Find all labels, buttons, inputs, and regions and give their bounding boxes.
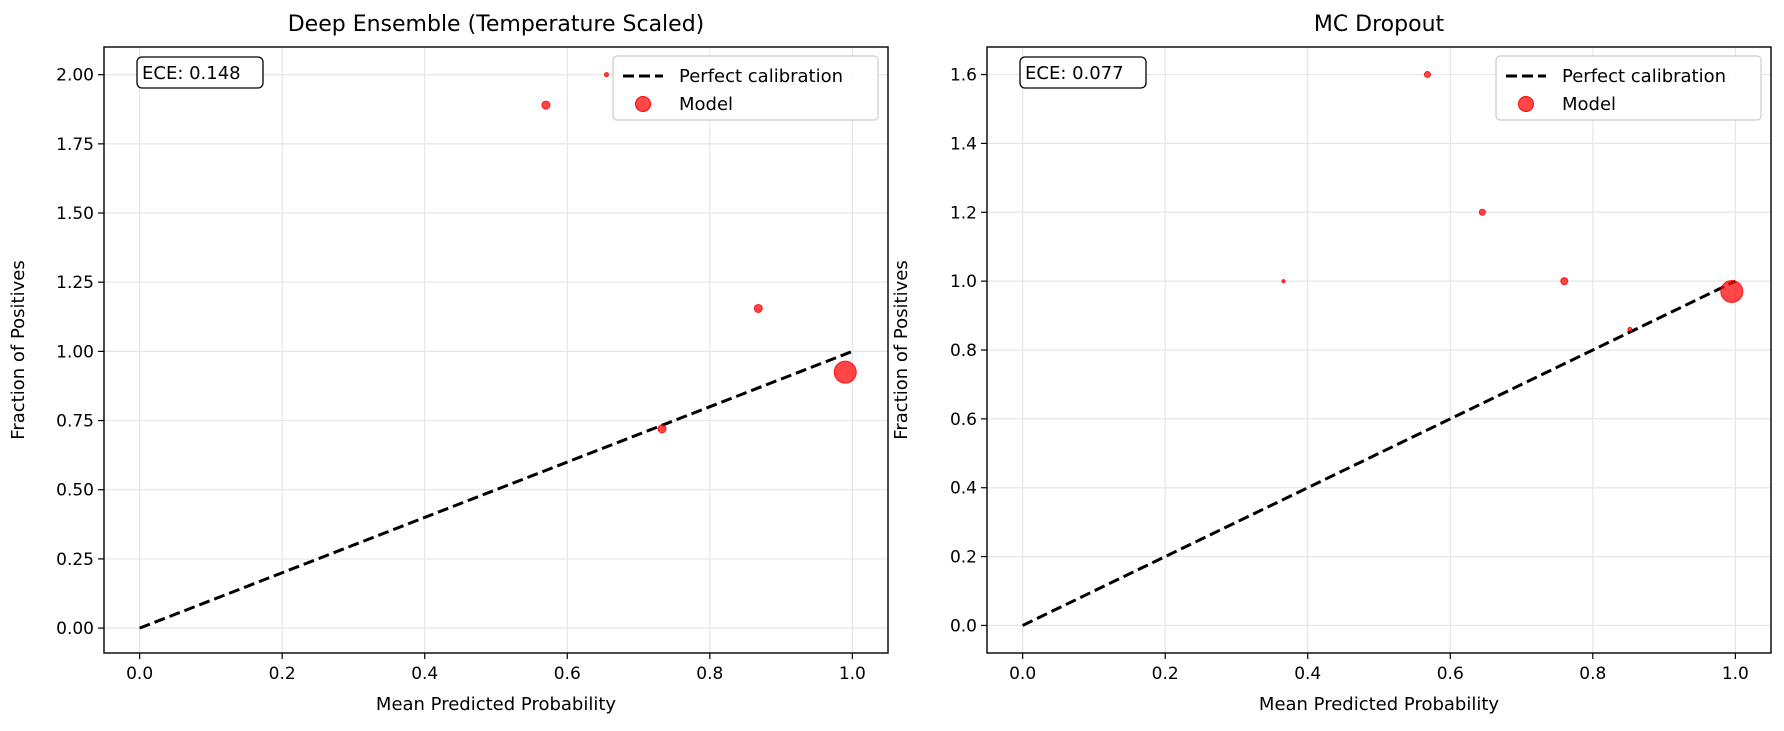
y-axis-label: Fraction of Positives [8,260,29,439]
ece-box [1019,56,1147,89]
x-tick-label: 0.8 [1579,664,1606,684]
legend-label: Perfect calibration [679,66,843,87]
y-tick-label: 1.2 [950,203,977,223]
x-tick-label: 0.4 [411,664,438,684]
model-point [833,360,857,384]
axes-frame [986,46,1772,654]
x-axis-label: Mean Predicted Probability [376,694,616,715]
ece-box [136,56,264,89]
chart-title: Deep Ensemble (Temperature Scaled) [288,12,705,37]
y-tick-label: 0.2 [950,548,977,568]
model-point [657,424,667,434]
y-tick-label: 0.75 [56,412,94,432]
legend-marker-swatch [635,96,651,112]
x-tick-label: 0.2 [269,664,296,684]
y-tick-label: 1.0 [950,272,977,292]
y-tick-label: 1.4 [950,134,977,154]
x-tick-label: 0.6 [1437,664,1464,684]
legend-label: Model [1562,94,1616,115]
y-tick-label: 0.4 [950,479,977,499]
x-tick-label: 1.0 [839,664,866,684]
legend-label: Model [679,94,733,115]
x-tick-label: 0.4 [1294,664,1321,684]
y-tick-label: 0.50 [56,481,94,501]
y-tick-label: 1.75 [56,135,94,155]
legend: Perfect calibration Model [612,55,879,121]
y-tick-label: 0.0 [950,616,977,636]
y-tick-label: 1.25 [56,273,94,293]
x-tick-label: 0.0 [126,664,153,684]
model-point [753,303,763,313]
x-tick-label: 1.0 [1722,664,1749,684]
legend-marker-swatch [1518,96,1534,112]
ece-text: ECE: 0.148 [142,63,241,84]
legend-label: Perfect calibration [1562,66,1726,87]
y-tick-label: 0.6 [950,410,977,430]
model-point [1560,277,1569,286]
y-tick-label: 1.50 [56,204,94,224]
x-tick-label: 0.6 [554,664,581,684]
model-point [541,100,551,110]
model-point [1627,326,1633,332]
legend: Perfect calibration Model [1495,55,1762,121]
chart-title: MC Dropout [1314,12,1445,37]
y-tick-label: 0.00 [56,619,94,639]
model-point [603,72,609,78]
y-tick-label: 0.25 [56,550,94,570]
y-tick-label: 2.00 [56,66,94,86]
legend-box [612,55,879,121]
model-point [1720,279,1744,303]
chart-panel-2: 0.0 0.2 0.4 0.6 0.8 1.0 0.0 0.2 0.4 0.6 0.8 1.0 1.2 1… [891,12,1772,715]
x-tick-label: 0.8 [696,664,723,684]
y-tick-label: 1.00 [56,342,94,362]
ece-text: ECE: 0.077 [1025,63,1124,84]
model-point [1281,279,1286,284]
chart-panel-1: 0.0 0.2 0.4 0.6 0.8 1.0 0.00 0.25 0.50 0.75 1.00 1.… [8,12,889,715]
perfect-calibration-line [1021,279,1737,627]
y-tick-label: 1.6 [950,66,977,86]
x-axis-label: Mean Predicted Probability [1259,694,1499,715]
ece-annotation: ECE: 0.077 [1019,56,1147,89]
y-axis-label: Fraction of Positives [891,260,912,439]
x-tick-label: 0.0 [1009,664,1036,684]
model-point [1423,71,1431,79]
model-point [1478,208,1486,216]
axes-frame [103,46,889,654]
y-tick-label: 0.8 [950,341,977,361]
ece-annotation: ECE: 0.148 [136,56,264,89]
x-tick-label: 0.2 [1152,664,1179,684]
legend-box [1495,55,1762,121]
